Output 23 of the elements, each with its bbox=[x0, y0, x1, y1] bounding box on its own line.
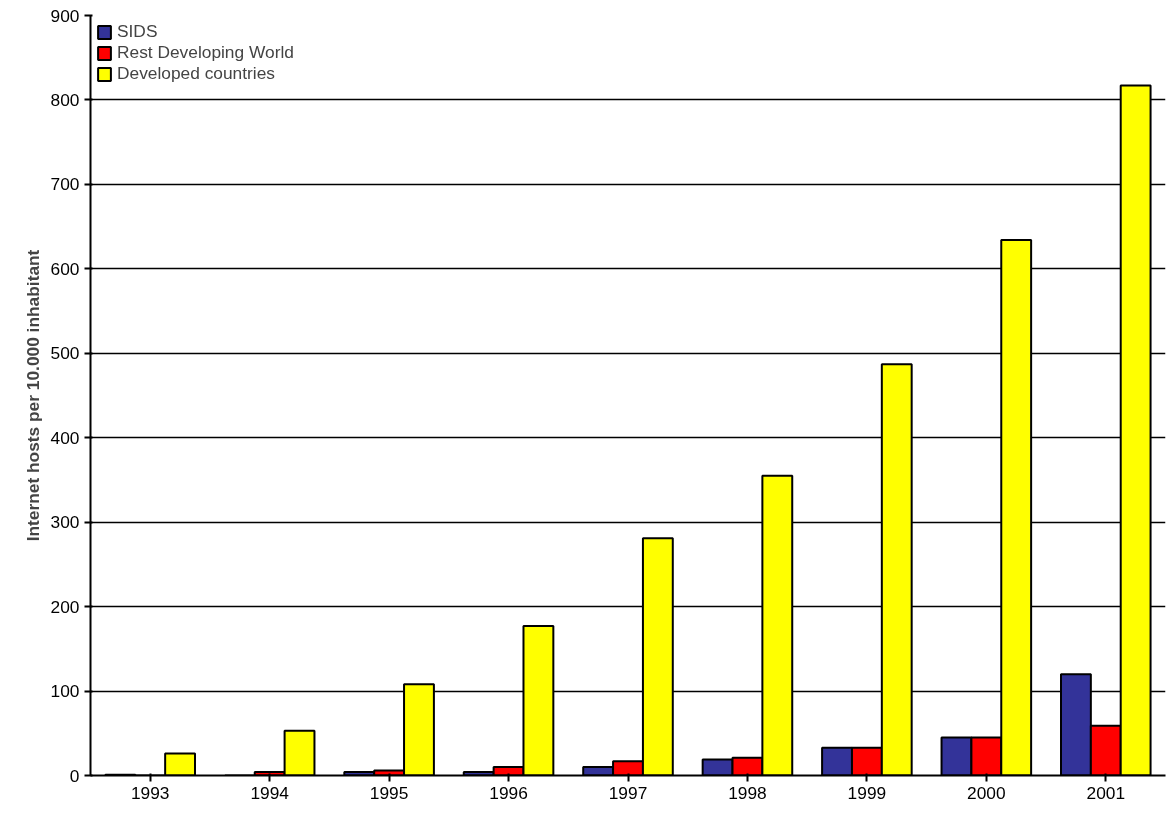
x-tick-label: 2000 bbox=[967, 782, 1006, 803]
y-tick-label: 600 bbox=[50, 258, 80, 279]
x-tick-label: 1997 bbox=[608, 782, 648, 803]
legend-label: Developed countries bbox=[117, 63, 275, 84]
y-tick-label: 100 bbox=[50, 681, 80, 702]
y-tick-label: 400 bbox=[50, 427, 80, 448]
x-tick-label: 1996 bbox=[489, 782, 528, 803]
y-axis-title: Internet hosts per 10.000 inhabitant bbox=[22, 249, 43, 542]
x-tick-label: 1994 bbox=[250, 782, 290, 803]
x-tick-label: 1998 bbox=[728, 782, 767, 803]
y-tick-label: 700 bbox=[50, 174, 80, 195]
legend-label: Rest Developing World bbox=[117, 42, 294, 63]
legend-label: SIDS bbox=[117, 21, 158, 42]
y-tick-label: 0 bbox=[69, 765, 80, 786]
y-tick-label: 900 bbox=[50, 5, 80, 26]
y-tick-label: 300 bbox=[50, 512, 80, 533]
y-tick-label: 800 bbox=[50, 89, 80, 110]
x-tick-label: 1993 bbox=[130, 782, 170, 803]
y-tick-label: 200 bbox=[50, 596, 80, 617]
x-tick-label: 1995 bbox=[369, 782, 409, 803]
x-tick-label: 2001 bbox=[1086, 782, 1126, 803]
y-tick-label: 500 bbox=[50, 343, 80, 364]
x-tick-label: 1999 bbox=[847, 782, 887, 803]
